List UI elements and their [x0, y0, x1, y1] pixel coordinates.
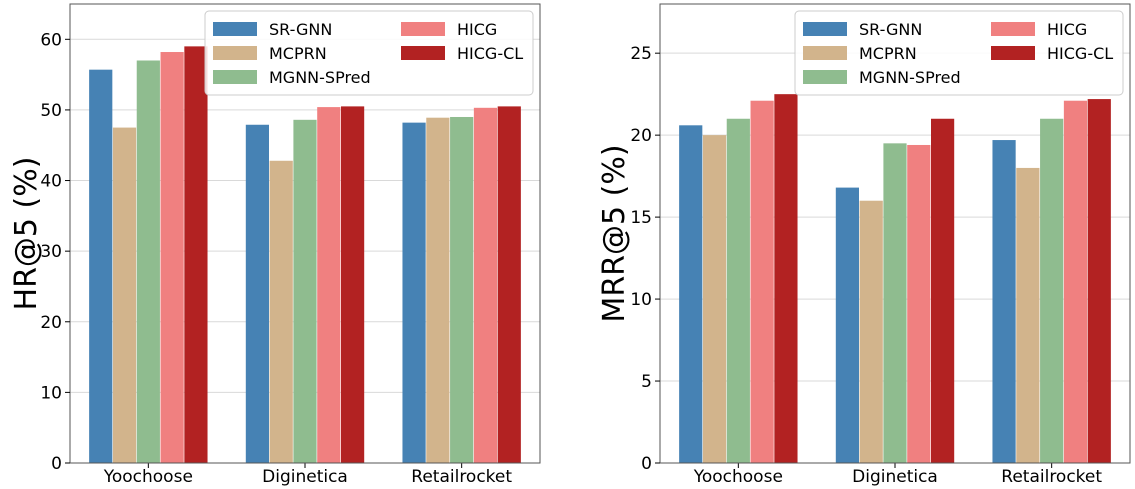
legend-label: MGNN-SPred [859, 68, 961, 87]
y-tick-label: 10 [40, 383, 62, 403]
bar-hicg-diginetica [317, 107, 341, 464]
plot-frame [659, 3, 1131, 464]
legend: SR-GNN MCPRN MGNN-SPred HICG HICG-CL [204, 10, 534, 96]
legend-swatch [991, 46, 1035, 60]
legend-item: MGNN-SPred [803, 68, 961, 87]
legend-label: MGNN-SPred [269, 68, 371, 87]
legend-item: HICG-CL [401, 44, 523, 63]
legend-box [794, 10, 1124, 96]
bar-hicg-cl-retailrocket [1087, 99, 1111, 463]
legend-label: HICG [457, 20, 497, 39]
y-tick-label: 15 [630, 208, 652, 228]
bar-hicg-cl-yoochoose [774, 94, 798, 464]
y-tick-label: 25 [630, 44, 652, 64]
bar-hicg-retailrocket [473, 107, 498, 463]
x-tick-label: Retailrocket [411, 467, 512, 487]
legend-item: MGNN-SPred [213, 68, 371, 87]
bar-hicg-cl-retailrocket [497, 106, 521, 464]
bar-sr-gnn-retailrocket [992, 140, 1016, 463]
y-tick-label: 10 [630, 290, 652, 310]
bar-mgnn-spred-retailrocket [450, 116, 474, 463]
y-axis-title: MRR@5 (%) [597, 144, 632, 322]
bar-mgnn-spred-yoochoose [726, 118, 750, 463]
legend-label: SR-GNN [859, 20, 922, 39]
legend-swatch [803, 70, 847, 84]
legend-swatch [803, 22, 847, 36]
bar-sr-gnn-retailrocket [402, 122, 426, 463]
bar-sr-gnn-diginetica [835, 187, 859, 463]
bar-hicg-yoochoose [750, 100, 774, 463]
bar-sr-gnn-diginetica [245, 124, 269, 463]
bar-hicg-cl-diginetica [931, 118, 955, 463]
legend-item: MCPRN [213, 44, 327, 63]
y-tick-label: 20 [630, 126, 652, 146]
x-tick-label: Diginetica [262, 467, 348, 487]
x-tick-label: Diginetica [852, 467, 938, 487]
bar-sr-gnn-yoochoose [679, 125, 703, 464]
bar-mgnn-spred-diginetica [293, 119, 317, 463]
y-tick-label: 50 [40, 101, 62, 121]
plot-frame [69, 3, 541, 464]
y-tick-label: 5 [641, 372, 652, 392]
bar-mcprn-diginetica [269, 160, 293, 463]
bar-hicg-retailrocket [1063, 100, 1088, 463]
legend-swatch [401, 22, 445, 36]
legend-label: HICG-CL [457, 44, 523, 63]
y-tick-label: 60 [40, 30, 62, 50]
bar-mcprn-diginetica [859, 200, 883, 463]
legend: SR-GNN MCPRN MGNN-SPred HICG HICG-CL [794, 10, 1124, 96]
legend-label: HICG-CL [1047, 44, 1113, 63]
bar-hicg-cl-diginetica [341, 106, 365, 464]
legend-item: HICG [401, 20, 497, 39]
bar-sr-gnn-yoochoose [89, 69, 113, 464]
chart-mrr5: Yoochoose Diginetica Retailrocket 0 5 10 15 20 2… [597, 3, 1131, 487]
legend-swatch [401, 46, 445, 60]
x-tick-label: Yoochoose [103, 467, 193, 487]
y-tick-label: 30 [40, 242, 62, 262]
x-tick-label: Retailrocket [1001, 467, 1102, 487]
y-tick-label: 40 [40, 172, 62, 192]
legend-item: HICG-CL [991, 44, 1113, 63]
bar-mcprn-retailrocket [426, 117, 450, 464]
chart-hr5: Yoochoose Diginetica Retailrocket 0 10 20 30 40… [9, 3, 541, 487]
legend-label: HICG [1047, 20, 1087, 39]
x-tick-label: Yoochoose [693, 467, 783, 487]
bar-mcprn-yoochoose [112, 127, 137, 464]
legend-label: MCPRN [859, 44, 917, 63]
bar-hicg-yoochoose [160, 52, 184, 463]
legend-swatch [213, 22, 257, 36]
bar-mgnn-spred-yoochoose [136, 60, 160, 463]
legend-item: MCPRN [803, 44, 917, 63]
bar-mgnn-spred-retailrocket [1040, 118, 1064, 463]
legend-item: HICG [991, 20, 1087, 39]
legend-swatch [803, 46, 847, 60]
legend-item: SR-GNN [803, 20, 922, 39]
y-tick-label: 20 [40, 313, 62, 333]
legend-swatch [213, 46, 257, 60]
y-tick-label: 0 [51, 454, 62, 474]
legend-item: SR-GNN [213, 20, 332, 39]
legend-label: SR-GNN [269, 20, 332, 39]
legend-swatch [213, 70, 257, 84]
bar-hicg-diginetica [907, 144, 931, 463]
y-axis-title: HR@5 (%) [9, 157, 44, 311]
legend-box [204, 10, 534, 96]
legend-swatch [991, 22, 1035, 36]
bar-hicg-cl-yoochoose [184, 46, 208, 463]
bar-mcprn-yoochoose [702, 135, 727, 463]
bar-mcprn-retailrocket [1016, 167, 1040, 463]
bar-mgnn-spred-diginetica [883, 143, 907, 463]
legend-label: MCPRN [269, 44, 327, 63]
y-tick-label: 0 [641, 454, 652, 474]
